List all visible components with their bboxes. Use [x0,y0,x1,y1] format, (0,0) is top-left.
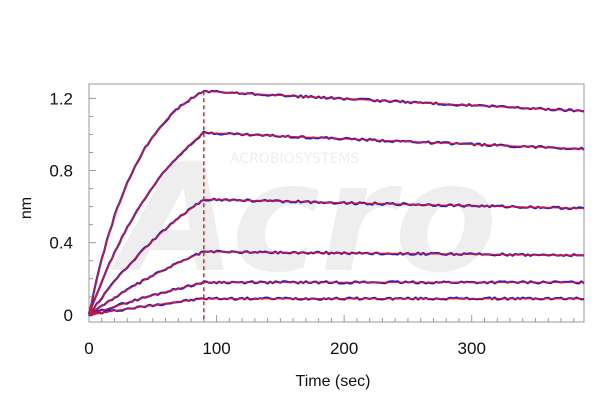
x-tick-label: 0 [84,339,93,358]
fit-series-1 [88,90,585,315]
fit-series-6 [88,298,584,316]
fit-series-group [88,90,585,316]
watermark: Acro ACROBIOSYSTEMS [110,132,497,306]
y-axis-ticks: 0 0.4 0.8 1.2 [49,89,96,325]
y-tick-label: 1.2 [49,89,73,108]
x-tick-label: 300 [458,339,486,358]
x-axis-ticks: 0 100 200 300 [84,315,575,358]
fit-series-5 [88,281,584,316]
y-tick-label: 0 [64,306,73,325]
x-tick-label: 200 [330,339,358,358]
y-axis-title: nm [18,197,35,219]
fit-series-2 [88,132,585,316]
plot-frame [88,83,585,323]
watermark-subtext: ACROBIOSYSTEMS [230,151,359,167]
y-tick-label: 0.4 [49,234,73,253]
fit-series-4 [88,251,584,316]
x-tick-label: 100 [202,339,230,358]
y-tick-label: 0.8 [49,162,73,181]
fit-series-3 [88,198,584,316]
x-axis-title: Time (sec) [296,373,371,390]
